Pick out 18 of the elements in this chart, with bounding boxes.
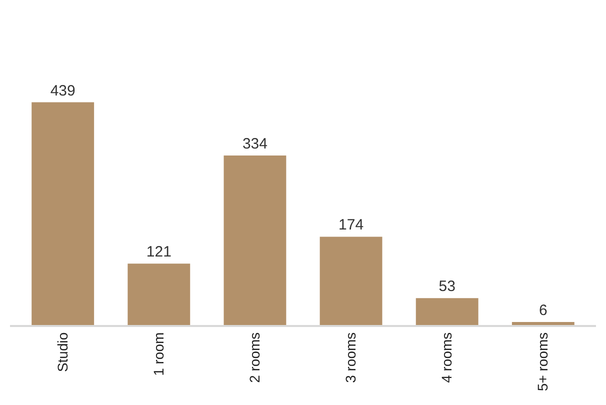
bar [128,264,190,325]
bar [32,102,94,325]
bar [224,156,286,325]
x-tick-label: 3 rooms [342,332,359,383]
data-label: 121 [146,244,172,261]
bar [320,236,382,325]
data-label: 334 [242,136,268,153]
data-label: 6 [538,302,548,319]
x-tick-label: 1 room [150,332,166,376]
data-label: 53 [438,278,456,296]
bar [416,298,478,325]
data-label: 174 [338,216,364,234]
x-tick-label: 2 rooms [246,332,263,383]
x-tick-label: 5+ rooms [534,332,551,392]
x-tick-label: Studio [54,332,70,372]
x-tick-label: 4 rooms [438,332,455,383]
bar [512,322,574,325]
data-label: 439 [50,82,76,100]
